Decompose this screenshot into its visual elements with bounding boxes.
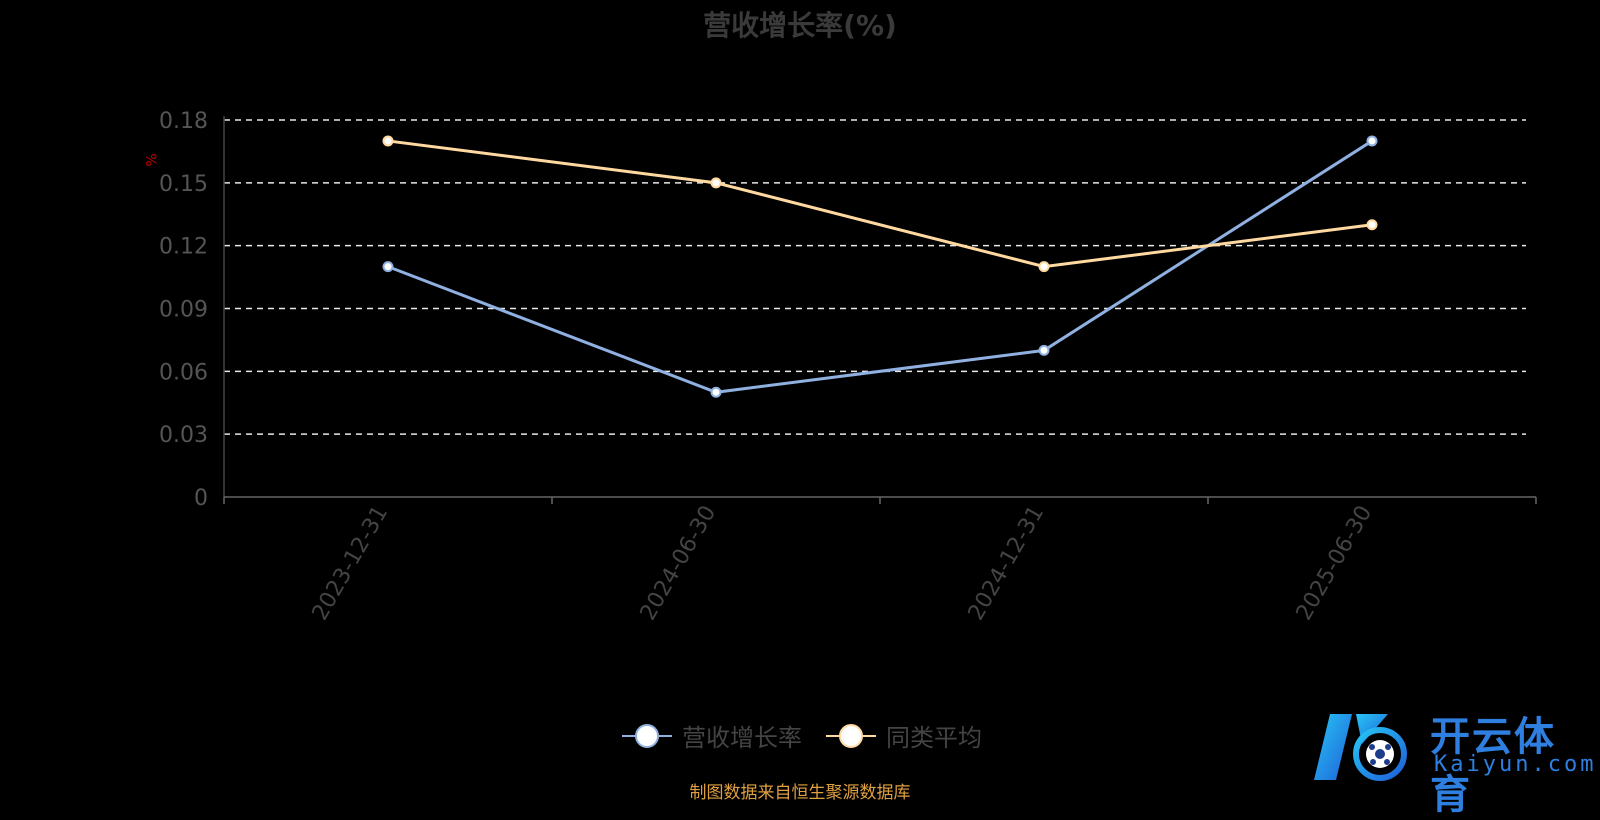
kaiyun-logo-mark-icon [1314, 714, 1407, 781]
axis-layer: 0 0.03 0.06 0.09 0.12 0.15 0.18 2023-12-31 2024-… [159, 109, 1537, 625]
series-1-line [387, 139, 1373, 269]
series-1-point-2 [1038, 261, 1050, 273]
series-1-point-3 [1366, 219, 1378, 231]
y-tick-label-0: 0 [194, 486, 208, 511]
series-0-point-3 [1366, 135, 1378, 147]
legend: 营收增长率 同类平均 [622, 718, 1006, 753]
y-tick-label-4: 0.12 [159, 235, 208, 260]
x-tick-label-2: 2024-12-31 [964, 502, 1050, 625]
chart-root: 营收增长率(%) % 0 0.03 0.06 0.09 0.12 0.15 0.18 2023… [145, 9, 1594, 818]
legend-item-series-0[interactable]: 营收增长率 [622, 718, 802, 753]
y-tick-label-6: 0.18 [159, 109, 208, 134]
legend-marker-series-1 [839, 723, 863, 748]
y-tick-label-3: 0.09 [159, 298, 208, 323]
kaiyun-logo-text-en: Kaiyun.com [1434, 752, 1597, 777]
legend-marker-series-0 [635, 723, 659, 748]
kaiyun-logo: 开云体育 Kaiyun.com [1312, 700, 1593, 818]
series-1-point-1 [710, 177, 722, 189]
x-tick-label-1: 2024-06-30 [636, 502, 722, 625]
legend-swatch-series-1 [826, 721, 876, 751]
x-tick-label-3: 2025-06-30 [1292, 502, 1378, 625]
legend-item-series-1[interactable]: 同类平均 [826, 718, 982, 753]
series-0-point-2 [1038, 344, 1050, 356]
series-layer [382, 135, 1378, 398]
data-source-note: 制图数据来自恒生聚源数据库 [689, 783, 911, 803]
series-0-point-1 [710, 386, 722, 398]
x-tick-label-0: 2023-12-31 [308, 502, 394, 625]
chart-title: 营收增长率(%) [703, 9, 897, 42]
series-0-point-0 [382, 261, 394, 273]
y-tick-label-5: 0.15 [159, 172, 208, 197]
legend-swatch-series-0 [622, 721, 672, 751]
y-tick-label-1: 0.03 [159, 423, 208, 448]
legend-label-series-1: 同类平均 [886, 724, 982, 752]
y-tick-label-2: 0.06 [159, 360, 208, 385]
series-0-line [387, 139, 1373, 394]
plot-area: 0 0.03 0.06 0.09 0.12 0.15 0.18 2023-12-31 2024-… [159, 109, 1537, 625]
legend-label-series-0: 营收增长率 [682, 724, 802, 752]
series-1-point-0 [382, 135, 394, 147]
